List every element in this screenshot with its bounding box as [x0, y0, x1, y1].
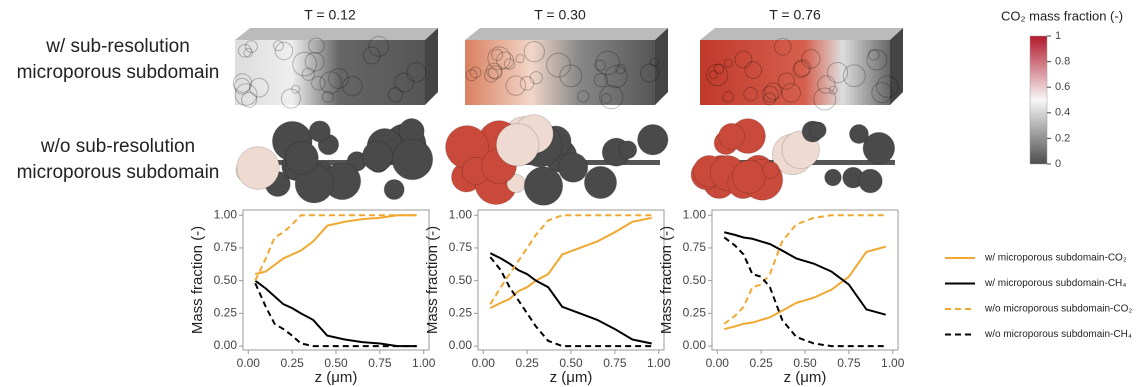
colorbar-tick-label: 0.6	[1055, 81, 1070, 93]
y-axis-label: Mass fraction (-)	[424, 226, 441, 334]
series-line	[724, 232, 885, 314]
y-tick-label: 0.50	[683, 273, 707, 287]
grain	[362, 141, 392, 171]
y-tick-label: 1.00	[683, 207, 707, 221]
plot-frame	[712, 210, 898, 350]
plot-frame	[243, 210, 429, 350]
time-label: T = 0.12	[304, 7, 356, 23]
y-tick-label: 0.00	[449, 338, 473, 352]
y-tick-label: 0.75	[214, 240, 238, 254]
grain	[237, 147, 280, 190]
y-tick-label: 0.50	[214, 273, 238, 287]
x-tick-label: 1.00	[412, 356, 436, 370]
grain	[719, 123, 745, 149]
y-axis-label: Mass fraction (-)	[658, 226, 675, 334]
colorbar-title: CO₂ mass fraction (-)	[1001, 8, 1123, 23]
legend-label: w/ microporous subdomain-CO₂	[984, 253, 1127, 264]
y-tick-label: 0.50	[449, 273, 473, 287]
y-tick-label: 0.75	[683, 240, 707, 254]
series-line	[724, 237, 885, 346]
y-tick-label: 0.00	[683, 338, 707, 352]
legend-label: w/o microporous subdomain-CO₂	[984, 304, 1132, 315]
x-axis-label: z (μm)	[784, 369, 827, 386]
grain	[732, 160, 765, 193]
series-line	[255, 281, 416, 346]
pore-block	[700, 28, 903, 40]
grain	[285, 141, 318, 174]
grain	[524, 167, 562, 205]
grain	[558, 153, 587, 182]
grain	[309, 121, 330, 142]
y-tick-label: 0.25	[683, 306, 707, 320]
x-tick-label: 0.75	[368, 356, 392, 370]
y-axis-label: Mass fraction (-)	[189, 226, 206, 334]
figure: w/ sub-resolutionmicroporous subdomain w…	[0, 0, 1139, 387]
y-tick-label: 0.25	[449, 306, 473, 320]
x-tick-label: 0.00	[237, 356, 261, 370]
grain	[392, 139, 433, 180]
grain	[638, 124, 668, 154]
series-line	[490, 257, 651, 346]
y-tick-label: 1.00	[449, 207, 473, 221]
series-line	[255, 215, 416, 274]
colorbar-tick-label: 0.4	[1055, 107, 1070, 119]
y-tick-label: 0.00	[214, 338, 238, 352]
legend-label: w/ microporous subdomain-CH₄	[984, 278, 1126, 289]
series-line	[724, 215, 885, 324]
grain	[863, 132, 895, 164]
x-tick-label: 0.25	[515, 356, 539, 370]
renderings	[233, 28, 903, 205]
grain	[584, 166, 616, 198]
x-axis-label: z (μm)	[315, 369, 358, 386]
pore-block	[465, 28, 668, 40]
x-tick-label: 0.25	[280, 356, 304, 370]
x-tick-label: 0.00	[472, 356, 496, 370]
x-tick-label: 1.00	[881, 356, 905, 370]
row-label: w/ sub-resolutionmicroporous subdomain	[17, 36, 220, 83]
y-tick-label: 0.25	[214, 306, 238, 320]
grain	[809, 122, 826, 139]
grain	[763, 162, 779, 178]
grain	[825, 169, 842, 186]
pore-block	[425, 28, 438, 105]
series-line	[724, 247, 885, 329]
series-line	[490, 215, 651, 304]
grain	[384, 179, 404, 199]
pore-block	[655, 28, 668, 105]
colorbar-tick-label: 1	[1055, 30, 1061, 42]
x-tick-label: 0.00	[706, 356, 730, 370]
y-tick-label: 1.00	[214, 207, 238, 221]
time-label: T = 0.30	[534, 7, 586, 23]
x-tick-label: 0.25	[749, 356, 773, 370]
grain	[496, 123, 539, 166]
x-tick-label: 0.75	[603, 356, 627, 370]
colorbar-tick-label: 0.8	[1055, 56, 1070, 68]
time-label: T = 0.76	[769, 7, 821, 23]
legend-label: w/o microporous subdomain-CH₄	[984, 329, 1132, 340]
pore-block	[235, 28, 438, 40]
colorbar-tick-label: 0.2	[1055, 132, 1070, 144]
x-tick-label: 0.75	[837, 356, 861, 370]
series-line	[255, 215, 416, 280]
pore-block	[700, 40, 890, 105]
y-tick-label: 0.75	[449, 240, 473, 254]
grain	[859, 169, 883, 193]
colorbar	[1030, 36, 1047, 164]
grain	[619, 141, 637, 159]
colorbar-tick-label: 0	[1055, 158, 1061, 170]
plot-frame	[478, 210, 664, 350]
x-tick-label: 1.00	[647, 356, 671, 370]
x-axis-label: z (μm)	[550, 369, 593, 386]
